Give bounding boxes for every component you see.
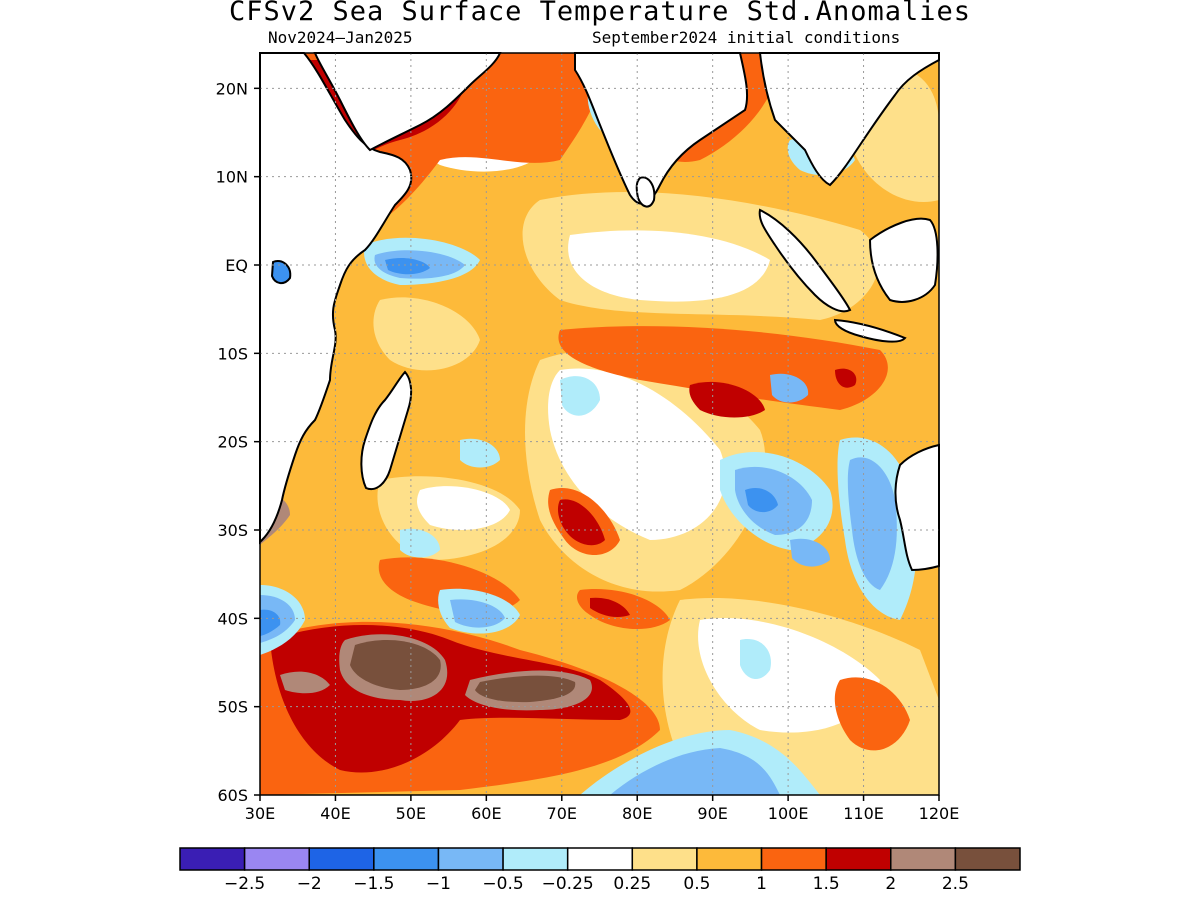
colorbar-label: −0.25	[542, 874, 594, 894]
lon-tick-label: 120E	[919, 804, 960, 823]
lat-tick-label: 20N	[216, 79, 248, 98]
colorbar-label: −1	[426, 874, 451, 894]
map-title: CFSv2 Sea Surface Temperature Std.Anomal…	[229, 0, 971, 27]
colorbar-label: −2.5	[224, 874, 265, 894]
lat-tick-label: 10S	[217, 344, 248, 363]
australia-coast	[894, 443, 940, 572]
lat-tick-label: 50S	[217, 698, 248, 717]
longitude-axis: 30E 40E 50E 60E 70E 80E 90E 100E 110E 120E	[245, 795, 960, 823]
colorbar-swatch	[760, 847, 827, 871]
lon-tick-label: 100E	[768, 804, 809, 823]
land-masses	[259, 52, 940, 572]
moderate-cool-anomaly-areas	[260, 118, 897, 795]
colorbar: −2.5 −2 −1.5 −1 −0.5 −0.25 0.25 0.5 1 1.5 2 2.5	[179, 847, 1021, 894]
lon-tick-label: 110E	[843, 804, 884, 823]
lake-victoria	[270, 260, 292, 284]
colorbar-swatch	[890, 847, 957, 871]
colorbar-swatch	[566, 847, 634, 871]
lat-tick-label: 60S	[217, 786, 248, 805]
max-warm-anomaly-areas	[350, 640, 576, 703]
colorbar-swatch	[502, 847, 569, 871]
colorbar-label: 1.5	[813, 874, 840, 894]
colorbar-label: −0.5	[482, 874, 523, 894]
colorbar-label: 0.5	[683, 874, 710, 894]
initial-conditions: September2024 initial conditions	[592, 28, 901, 47]
lon-tick-label: 60E	[471, 804, 501, 823]
lon-tick-label: 40E	[320, 804, 350, 823]
sumatra	[758, 208, 852, 313]
colorbar-swatch	[954, 847, 1021, 871]
map-gridlines	[260, 53, 939, 795]
colorbar-swatch	[437, 847, 504, 871]
southeast-asia-coast	[758, 52, 940, 187]
colorbar-swatch	[308, 847, 375, 871]
colorbar-label: −1.5	[353, 874, 394, 894]
latitude-axis: 20N 10N EQ 10S 20S 30S 40S 50S 60S	[216, 79, 260, 805]
lon-tick-label: 70E	[547, 804, 577, 823]
colorbar-label: 1	[756, 874, 767, 894]
madagascar	[360, 370, 413, 490]
colorbar-swatch	[696, 847, 763, 871]
lon-tick-label: 90E	[697, 804, 727, 823]
lat-tick-label: 40S	[217, 609, 248, 628]
borneo	[868, 217, 939, 303]
arabia-coast	[313, 52, 502, 152]
colorbar-swatch	[373, 847, 440, 871]
colorbar-swatch	[243, 847, 310, 871]
java	[833, 318, 907, 343]
lon-tick-label: 80E	[622, 804, 652, 823]
colorbar-swatch	[825, 847, 892, 871]
colorbar-swatch	[631, 847, 698, 871]
colorbar-swatch	[179, 847, 246, 871]
forecast-period: Nov2024–Jan2025	[268, 28, 413, 47]
map-frame	[259, 52, 940, 796]
lat-tick-label: EQ	[225, 256, 248, 275]
colorbar-label: 2	[885, 874, 896, 894]
lon-tick-label: 30E	[245, 804, 275, 823]
lon-tick-label: 50E	[396, 804, 426, 823]
africa-coast	[259, 52, 413, 545]
colorbar-label: 0.25	[613, 874, 651, 894]
colorbar-label: 2.5	[942, 874, 969, 894]
colorbar-label: −2	[297, 874, 322, 894]
india-coast	[574, 52, 749, 205]
lat-tick-label: 20S	[217, 433, 248, 452]
lat-tick-label: 30S	[217, 521, 248, 540]
lat-tick-label: 10N	[216, 168, 248, 187]
sri-lanka	[635, 176, 656, 208]
